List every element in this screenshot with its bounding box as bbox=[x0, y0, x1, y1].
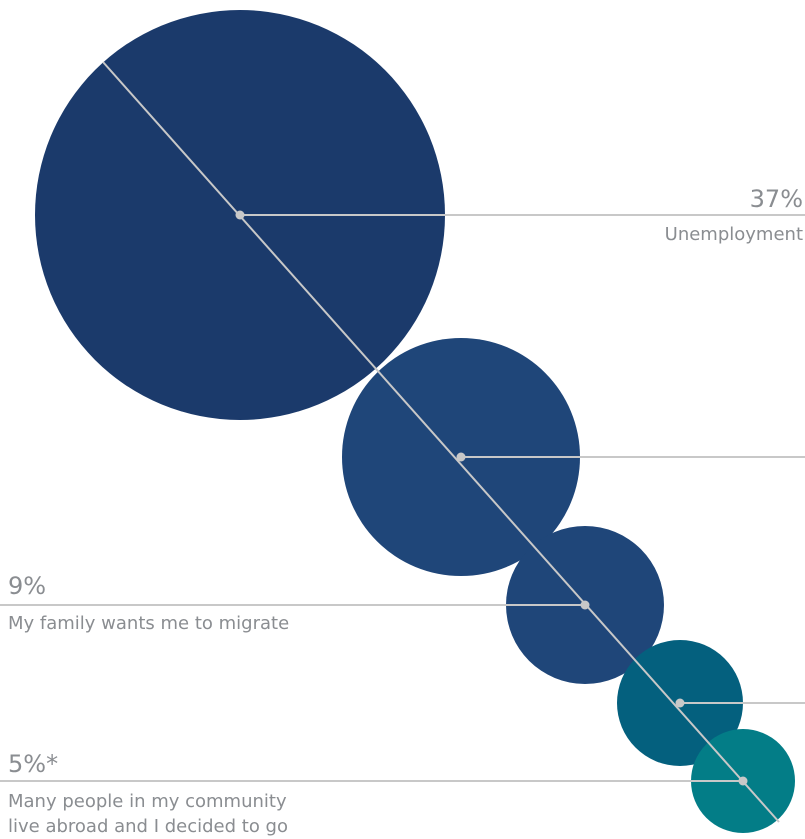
center-dot-4 bbox=[675, 698, 685, 708]
diagonal-connector bbox=[102, 61, 780, 823]
connectors-group bbox=[0, 61, 805, 823]
center-dot-2 bbox=[456, 452, 466, 462]
value-label-1: 37% bbox=[750, 185, 803, 213]
center-dot-1 bbox=[235, 210, 245, 220]
category-label-1-line-1: Unemployment bbox=[665, 224, 803, 245]
labels-group: 37% Unemployment 9% My family wants me to m… bbox=[8, 185, 803, 837]
category-label-3-line-1: My family wants me to migrate bbox=[8, 613, 289, 634]
value-label-5: 5%* bbox=[8, 750, 58, 778]
category-label-5-line-1: Many people in my community bbox=[8, 791, 287, 812]
center-dot-3 bbox=[580, 600, 590, 610]
value-label-3: 9% bbox=[8, 572, 46, 600]
center-dot-5 bbox=[738, 776, 748, 786]
bubbles-group bbox=[35, 10, 795, 833]
category-label-5-line-2: live abroad and I decided to go bbox=[8, 816, 288, 837]
